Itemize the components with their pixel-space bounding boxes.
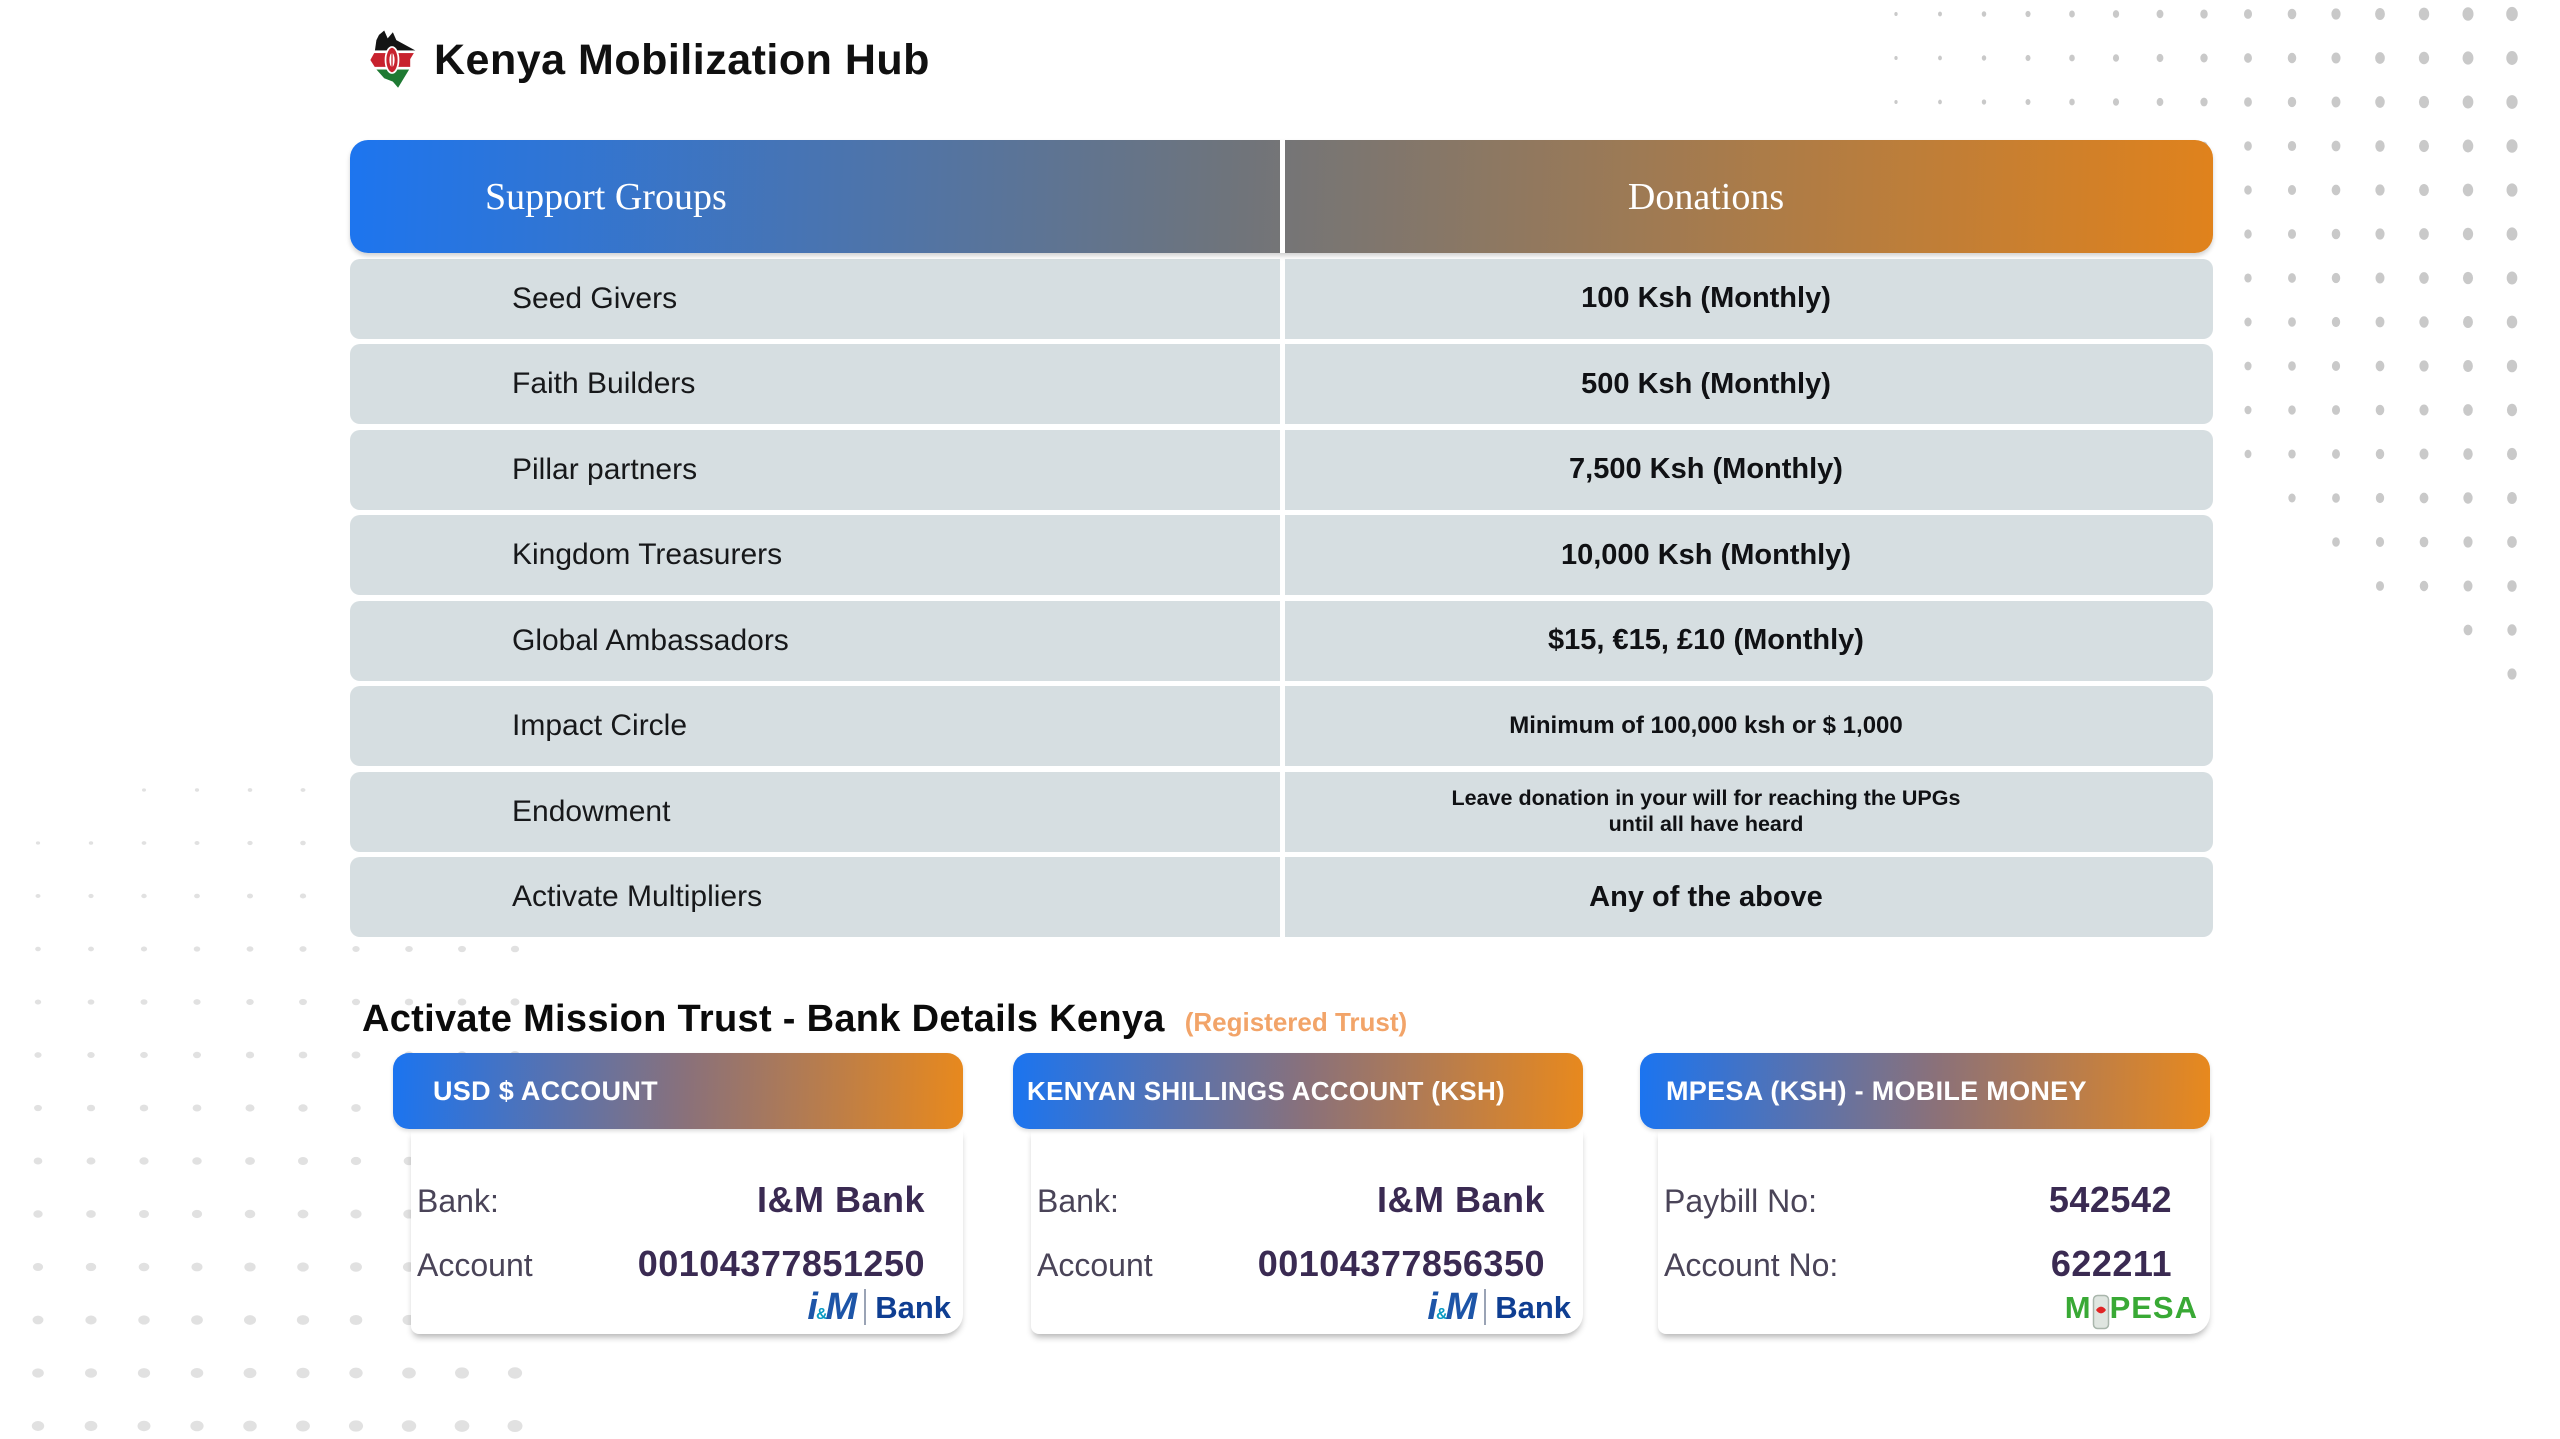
mpesa-logo: M PESA [2065, 1290, 2198, 1330]
bank-details-title: Activate Mission Trust - Bank Details Ke… [362, 998, 1165, 1040]
account-number: 00104377851250 [637, 1243, 925, 1284]
bank-card-ksh: KENYAN SHILLINGS ACCOUNT (KSH) Bank: I&M… [1013, 1053, 1583, 1334]
column-header-support-groups: Support Groups [485, 175, 727, 218]
bank-row: Bank: I&M Bank [417, 1179, 925, 1220]
bank-name: I&M Bank [756, 1179, 925, 1220]
column-header-donations: Donations [1627, 175, 1785, 218]
support-group-cell: Kingdom Treasurers [350, 515, 1280, 595]
paybill-row: Paybill No: 542542 [1664, 1179, 2172, 1220]
support-group-cell: Faith Builders [350, 344, 1280, 424]
donation-cell: Any of the above [1589, 880, 1823, 913]
table-row: Impact Circle Minimum of 100,000 ksh or … [350, 686, 2213, 766]
im-bank-logo: i&M Bank [1427, 1286, 1571, 1328]
bank-row: Bank: I&M Bank [1037, 1179, 1545, 1220]
kenya-flag-map-icon [370, 30, 416, 88]
donation-cell: 10,000 Ksh (Monthly) [1560, 538, 1852, 571]
donation-cell: Leave donation in your will for reaching… [1451, 786, 1961, 836]
page-title: Kenya Mobilization Hub [434, 35, 930, 84]
brand-header: Kenya Mobilization Hub [366, 28, 930, 92]
donation-cell: 7,500 Ksh (Monthly) [1569, 453, 1843, 485]
table-row: Activate Multipliers Any of the above [350, 857, 2213, 937]
table-row: Global Ambassadors $15, €15, £10 (Monthl… [350, 600, 2213, 681]
account-number: 00104377856350 [1257, 1243, 1545, 1284]
account-number: 622211 [2050, 1243, 2172, 1284]
support-group-cell: Global Ambassadors [350, 600, 1280, 681]
paybill-number: 542542 [2048, 1179, 2172, 1220]
table-rows: Seed Givers 100 Ksh (Monthly) Faith Buil… [350, 258, 2213, 937]
bank-card-usd: USD $ ACCOUNT Bank: I&M Bank Account 001… [393, 1053, 963, 1334]
im-bank-logo: i&M Bank [807, 1286, 951, 1328]
bank-details-heading: Activate Mission Trust - Bank Details Ke… [362, 998, 1407, 1041]
bank-card-usd-title: USD $ ACCOUNT [393, 1053, 963, 1129]
bank-card-ksh-title: KENYAN SHILLINGS ACCOUNT (KSH) [1013, 1053, 1583, 1129]
bank-name: I&M Bank [1376, 1179, 1545, 1220]
column-divider [1280, 140, 1285, 253]
donation-cell: 100 Ksh (Monthly) [1581, 282, 1831, 314]
account-row: Account No: 622211 [1664, 1243, 2172, 1284]
support-group-cell: Impact Circle [350, 686, 1280, 766]
account-row: Account 00104377851250 [417, 1243, 925, 1284]
donation-table: Support Groups Donations Seed Givers 100… [350, 140, 2213, 937]
table-row: Pillar partners 7,500 Ksh (Monthly) [350, 429, 2213, 510]
support-group-cell: Endowment [350, 771, 1280, 852]
table-row: Kingdom Treasurers 10,000 Ksh (Monthly) [350, 515, 2213, 595]
table-row: Faith Builders 500 Ksh (Monthly) [350, 344, 2213, 424]
support-group-cell: Pillar partners [350, 429, 1280, 510]
registered-trust-badge: (Registered Trust) [1184, 1007, 1408, 1037]
table-header: Support Groups Donations [350, 140, 2213, 253]
bank-card-mpesa: MPESA (KSH) - MOBILE MONEY Paybill No: 5… [1640, 1053, 2210, 1334]
account-row: Account 00104377856350 [1037, 1243, 1545, 1284]
table-row: Endowment Leave donation in your will fo… [350, 771, 2213, 852]
phone-icon [2092, 1294, 2109, 1330]
support-group-cell: Activate Multipliers [350, 857, 1280, 937]
table-row: Seed Givers 100 Ksh (Monthly) [350, 258, 2213, 339]
donation-cell: Minimum of 100,000 ksh or $ 1,000 [1509, 712, 1903, 739]
donation-cell: $15, €15, £10 (Monthly) [1548, 624, 1864, 656]
donation-cell: 500 Ksh (Monthly) [1581, 367, 1831, 400]
support-group-cell: Seed Givers [350, 258, 1280, 339]
bank-card-mpesa-title: MPESA (KSH) - MOBILE MONEY [1640, 1053, 2210, 1129]
